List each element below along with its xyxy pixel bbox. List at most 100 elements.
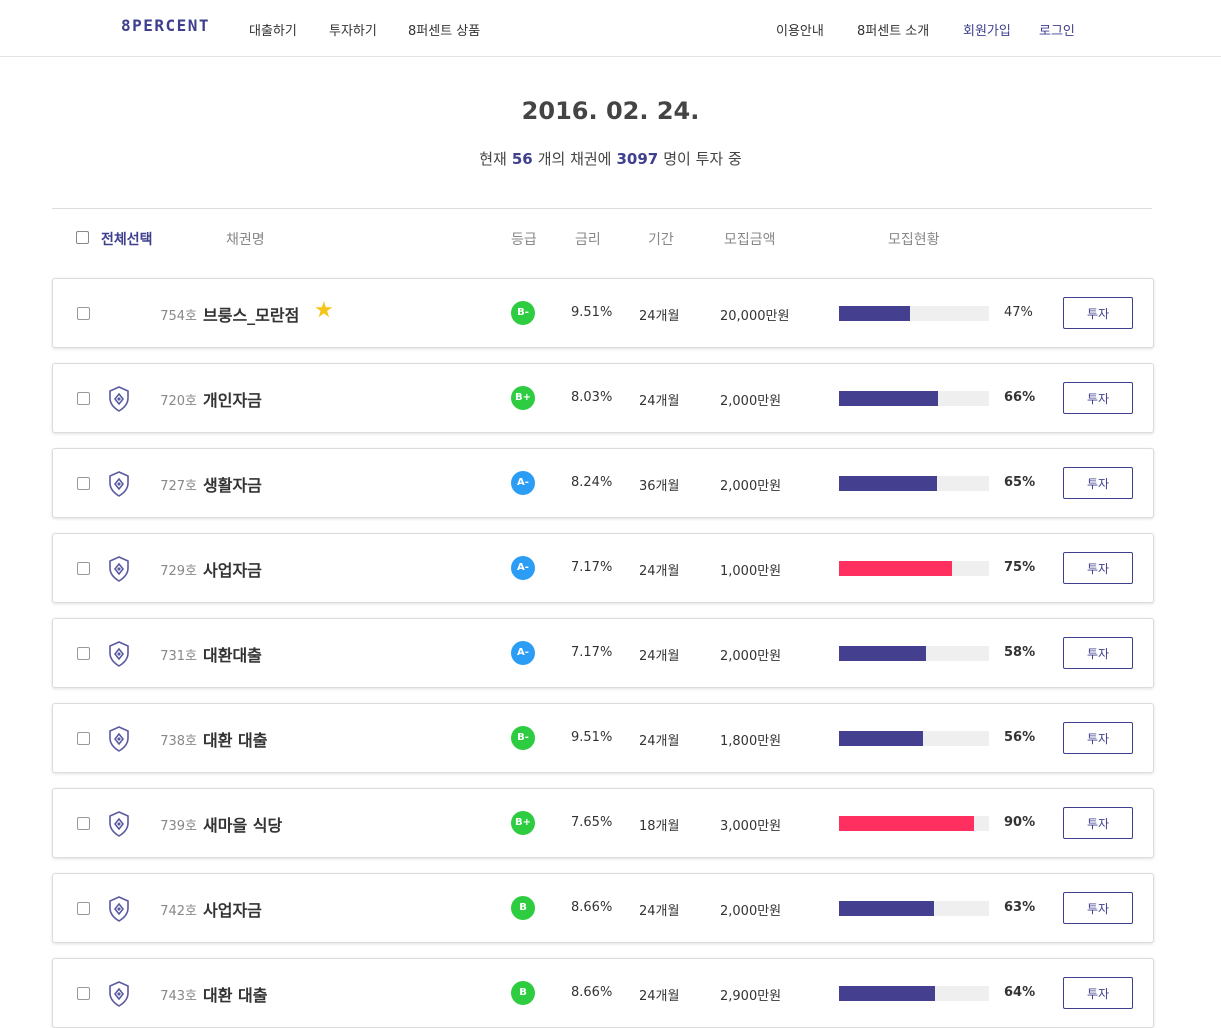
grade-badge: A- xyxy=(511,471,535,495)
interest-rate: 8.66% xyxy=(571,900,613,915)
progress-percent: 65% xyxy=(1004,475,1036,490)
bond-name[interactable]: 사업자금 xyxy=(203,561,262,580)
bond-checkbox[interactable] xyxy=(77,307,90,320)
bond-row[interactable]: 731호 대환대출 A- 7.17% 24개월 2,000만원 58% 투자 xyxy=(52,618,1154,688)
nav-signup[interactable]: 회원가입 xyxy=(963,24,1011,39)
invest-button[interactable]: 투자 xyxy=(1063,637,1133,669)
interest-rate: 8.66% xyxy=(571,985,613,1000)
invest-button[interactable]: 투자 xyxy=(1063,977,1133,1009)
loan-term: 24개월 xyxy=(639,649,680,664)
bond-checkbox[interactable] xyxy=(77,732,90,745)
select-all-label[interactable]: 전체선택 xyxy=(101,232,153,248)
bond-row[interactable]: 743호 대환 대출 B 8.66% 24개월 2,900만원 64% 투자 xyxy=(52,958,1154,1028)
grade-badge: B xyxy=(511,981,535,1005)
interest-rate: 7.17% xyxy=(571,560,613,575)
bond-name[interactable]: 대환 대출 xyxy=(203,731,268,750)
grade-badge: B+ xyxy=(511,811,535,835)
bond-number: 720호 xyxy=(160,394,197,409)
bond-checkbox[interactable] xyxy=(77,647,90,660)
bond-row[interactable]: 754호 브룽스_모란점 ★ B- 9.51% 24개월 20,000만원 47% 투자 xyxy=(52,278,1154,348)
invest-button[interactable]: 투자 xyxy=(1063,807,1133,839)
funding-amount: 3,000만원 xyxy=(720,819,782,834)
logo[interactable]: 8PERCENT xyxy=(121,16,211,35)
star-icon: ★ xyxy=(314,298,334,323)
grade-badge: A- xyxy=(511,641,535,665)
investor-count: 3097 xyxy=(616,150,659,168)
loan-term: 36개월 xyxy=(639,479,680,494)
bond-count: 56 xyxy=(511,150,533,168)
divider xyxy=(52,208,1152,209)
bond-name[interactable]: 브룽스_모란점 xyxy=(203,306,300,325)
column-header-term: 기간 xyxy=(648,232,674,248)
progress-bar xyxy=(839,731,989,746)
nav-products[interactable]: 8퍼센트 상품 xyxy=(408,24,481,39)
nav-invest[interactable]: 투자하기 xyxy=(329,24,377,39)
progress-bar xyxy=(839,561,989,576)
grade-badge: B- xyxy=(511,301,535,325)
column-header-rate: 금리 xyxy=(575,232,601,248)
bond-name[interactable]: 개인자금 xyxy=(203,391,262,410)
summary-suffix: 명이 투자 중 xyxy=(663,150,742,168)
select-all-checkbox[interactable] xyxy=(76,231,89,244)
bond-number: 727호 xyxy=(160,479,197,494)
bond-row[interactable]: 738호 대환 대출 B- 9.51% 24개월 1,800만원 56% 투자 xyxy=(52,703,1154,773)
progress-bar-fill xyxy=(839,391,938,406)
column-header-grade: 등급 xyxy=(511,232,537,248)
bond-checkbox[interactable] xyxy=(77,817,90,830)
grade-badge: A- xyxy=(511,556,535,580)
bond-checkbox[interactable] xyxy=(77,902,90,915)
loan-term: 24개월 xyxy=(639,904,680,919)
progress-percent: 58% xyxy=(1004,645,1036,660)
bond-checkbox[interactable] xyxy=(77,392,90,405)
bond-number: 739호 xyxy=(160,819,197,834)
bond-name[interactable]: 사업자금 xyxy=(203,901,262,920)
summary-prefix: 현재 xyxy=(479,150,507,168)
grade-badge: B xyxy=(511,896,535,920)
loan-term: 24개월 xyxy=(639,734,680,749)
bond-checkbox[interactable] xyxy=(77,987,90,1000)
progress-bar-fill xyxy=(839,306,910,321)
progress-bar xyxy=(839,816,989,831)
progress-percent: 64% xyxy=(1004,985,1036,1000)
invest-button[interactable]: 투자 xyxy=(1063,552,1133,584)
progress-bar xyxy=(839,646,989,661)
bond-number: 731호 xyxy=(160,649,197,664)
nav-loan[interactable]: 대출하기 xyxy=(249,24,297,39)
bond-row[interactable]: 739호 새마을 식당 B+ 7.65% 18개월 3,000만원 90% 투자 xyxy=(52,788,1154,858)
shield-icon xyxy=(108,981,130,1007)
invest-button[interactable]: 투자 xyxy=(1063,382,1133,414)
bond-row[interactable]: 729호 사업자금 A- 7.17% 24개월 1,000만원 75% 투자 xyxy=(52,533,1154,603)
bond-name[interactable]: 대환 대출 xyxy=(203,986,268,1005)
shield-icon xyxy=(108,471,130,497)
nav-guide[interactable]: 이용안내 xyxy=(776,24,824,39)
bond-number: 742호 xyxy=(160,904,197,919)
progress-percent: 66% xyxy=(1004,390,1036,405)
invest-button[interactable]: 투자 xyxy=(1063,467,1133,499)
progress-bar xyxy=(839,391,989,406)
bond-checkbox[interactable] xyxy=(77,562,90,575)
grade-badge: B- xyxy=(511,726,535,750)
bond-name[interactable]: 새마을 식당 xyxy=(203,816,283,835)
invest-button[interactable]: 투자 xyxy=(1063,892,1133,924)
interest-rate: 7.65% xyxy=(571,815,613,830)
bond-name[interactable]: 대환대출 xyxy=(203,646,262,665)
loan-term: 24개월 xyxy=(639,309,680,324)
nav-about[interactable]: 8퍼센트 소개 xyxy=(857,24,930,39)
bond-name[interactable]: 생활자금 xyxy=(203,476,262,495)
funding-amount: 2,000만원 xyxy=(720,649,782,664)
progress-percent: 90% xyxy=(1004,815,1036,830)
progress-percent: 75% xyxy=(1004,560,1036,575)
bond-row[interactable]: 742호 사업자금 B 8.66% 24개월 2,000만원 63% 투자 xyxy=(52,873,1154,943)
bond-row[interactable]: 727호 생활자금 A- 8.24% 36개월 2,000만원 65% 투자 xyxy=(52,448,1154,518)
nav-login[interactable]: 로그인 xyxy=(1039,24,1075,39)
column-header-progress: 모집현황 xyxy=(888,232,940,248)
bond-row[interactable]: 720호 개인자금 B+ 8.03% 24개월 2,000만원 66% 투자 xyxy=(52,363,1154,433)
bond-checkbox[interactable] xyxy=(77,477,90,490)
column-header-amount: 모집금액 xyxy=(724,232,776,248)
shield-icon xyxy=(108,641,130,667)
invest-button[interactable]: 투자 xyxy=(1063,297,1133,329)
summary-mid: 개의 채권에 xyxy=(537,150,612,168)
shield-icon xyxy=(108,386,130,412)
shield-icon xyxy=(108,726,130,752)
invest-button[interactable]: 투자 xyxy=(1063,722,1133,754)
